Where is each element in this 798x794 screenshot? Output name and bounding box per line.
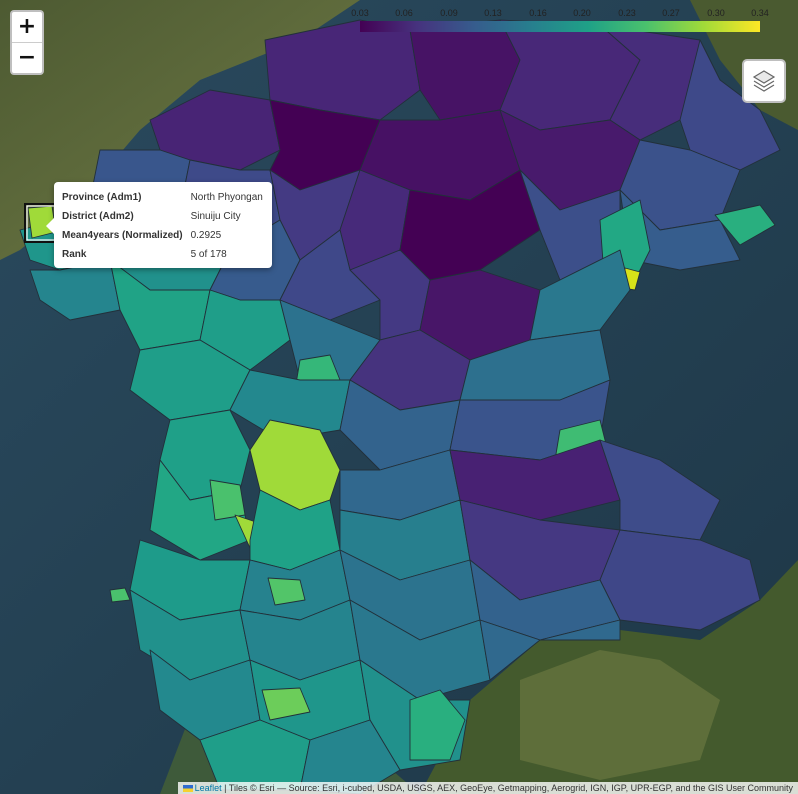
layers-icon [752, 70, 776, 92]
popup-row: District (Adm2) Sinuiju City [62, 207, 264, 226]
legend-tick: 0.34 [751, 8, 769, 18]
popup-value: Sinuiju City [190, 211, 241, 222]
legend-tick: 0.27 [662, 8, 680, 18]
ukraine-flag-icon [182, 785, 193, 793]
popup-row: Mean4years (Normalized) 0.2925 [62, 226, 264, 245]
popup-table: Province (Adm1) North Phyongan District … [62, 188, 264, 264]
map-attribution: Leaflet | Tiles © Esri — Source: Esri, i… [177, 782, 798, 794]
legend-tick: 0.16 [529, 8, 547, 18]
leaflet-link[interactable]: Leaflet [194, 783, 222, 793]
legend-tick: 0.20 [573, 8, 591, 18]
popup-value: North Phyongan [190, 192, 263, 203]
legend-tick: 0.13 [484, 8, 502, 18]
color-legend: 0.03 0.06 0.09 0.13 0.16 0.20 0.23 0.27 … [350, 6, 770, 34]
legend-ticks: 0.03 0.06 0.09 0.13 0.16 0.20 0.23 0.27 … [350, 6, 770, 20]
popup-row: Rank 5 of 178 [62, 245, 264, 264]
popup-value: 5 of 178 [190, 249, 227, 260]
legend-tick: 0.09 [440, 8, 458, 18]
attribution-text: Tiles © Esri — Source: Esri, i-cubed, US… [228, 783, 793, 793]
popup-row: Province (Adm1) North Phyongan [62, 188, 264, 207]
popup-key: Rank [62, 249, 87, 260]
zoom-in-button[interactable]: + [17, 14, 37, 39]
layers-control-button[interactable] [742, 59, 786, 103]
popup-key: District (Adm2) [62, 211, 134, 222]
popup-key: Mean4years (Normalized) [62, 230, 183, 241]
land-north [0, 0, 360, 260]
popup-key: Province (Adm1) [62, 192, 142, 203]
popup-value: 0.2925 [190, 230, 222, 241]
popup-tip [46, 218, 54, 234]
legend-tick: 0.30 [707, 8, 725, 18]
legend-tick: 0.06 [395, 8, 413, 18]
land-mountains [520, 650, 720, 780]
attribution-separator: | [221, 783, 229, 793]
legend-tick: 0.03 [351, 8, 369, 18]
district-popup: Province (Adm1) North Phyongan District … [46, 182, 272, 268]
legend-tick: 0.23 [618, 8, 636, 18]
legend-color-bar [360, 21, 760, 32]
zoom-out-button[interactable]: − [12, 42, 42, 73]
zoom-control: + − [10, 10, 44, 75]
